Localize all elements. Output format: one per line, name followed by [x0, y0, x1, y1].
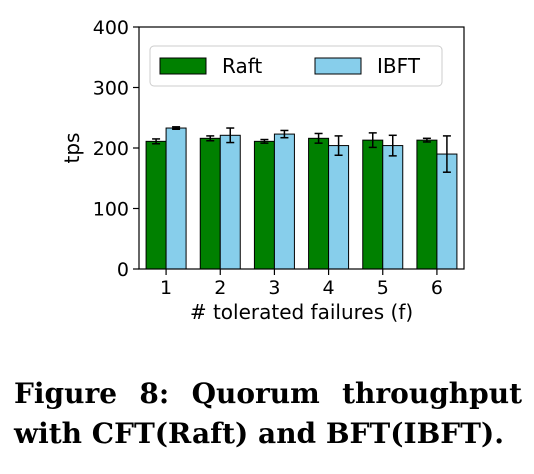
plot-frame: [138, 26, 465, 270]
bar-raft-2: [199, 137, 221, 270]
legend-box: [149, 45, 443, 87]
error-bar-raft-5: [368, 132, 377, 149]
bar-raft-5: [362, 139, 384, 270]
error-bar-ibft-5: [388, 134, 397, 157]
y-tick-label: 200: [93, 138, 129, 160]
legend-swatch-ibft: [314, 57, 362, 75]
error-bar-ibft-3: [280, 129, 289, 139]
bars: [145, 127, 458, 270]
y-tick-label: 400: [93, 17, 129, 39]
legend-swatch-raft: [159, 57, 207, 75]
legend-label-ibft: IBFT: [377, 54, 421, 78]
y-tick-label: 100: [93, 199, 129, 221]
error-bar-ibft-6: [442, 135, 451, 173]
bar-raft-6: [416, 139, 438, 270]
error-bar-ibft-1: [172, 126, 181, 130]
bar-chart: 0 100 200 300 400 1 2 3 4 5 6 Raft IBFT tps # tole…: [60, 17, 465, 324]
error-bar-raft-1: [152, 138, 161, 145]
x-ticks: 1 2 3 4 5 6: [160, 269, 443, 299]
error-bar-raft-6: [422, 137, 431, 143]
bar-ibft-2: [219, 134, 241, 270]
bar-ibft-5: [382, 145, 404, 270]
x-tick-label: 6: [431, 277, 443, 299]
y-ticks: 0 100 200 300 400: [93, 17, 139, 281]
error-bar-ibft-2: [226, 127, 235, 144]
legend: Raft IBFT: [149, 45, 443, 87]
error-bar-ibft-4: [334, 135, 343, 157]
x-tick-label: 4: [323, 277, 335, 299]
y-tick-label: 300: [93, 78, 129, 100]
bar-ibft-1: [165, 127, 187, 270]
bar-raft-1: [145, 140, 167, 270]
x-tick-label: 3: [268, 277, 280, 299]
y-tick-label: 0: [117, 259, 129, 281]
y-axis-label: tps: [60, 133, 84, 164]
bar-ibft-4: [328, 145, 350, 270]
error-bar-raft-2: [206, 135, 215, 142]
bar-raft-3: [253, 140, 275, 270]
bar-raft-4: [308, 137, 330, 270]
legend-label-raft: Raft: [222, 54, 262, 78]
x-tick-label: 1: [160, 277, 172, 299]
x-tick-label: 2: [214, 277, 226, 299]
error-bar-raft-4: [314, 132, 323, 144]
x-axis-label: # tolerated failures (f): [190, 300, 413, 324]
error-bars: [152, 126, 451, 173]
figure-caption: Figure 8: Quorum throughput with CFT(Raf…: [14, 377, 522, 450]
error-bar-raft-3: [260, 138, 269, 144]
x-tick-label: 5: [377, 277, 389, 299]
bar-ibft-3: [273, 133, 295, 270]
